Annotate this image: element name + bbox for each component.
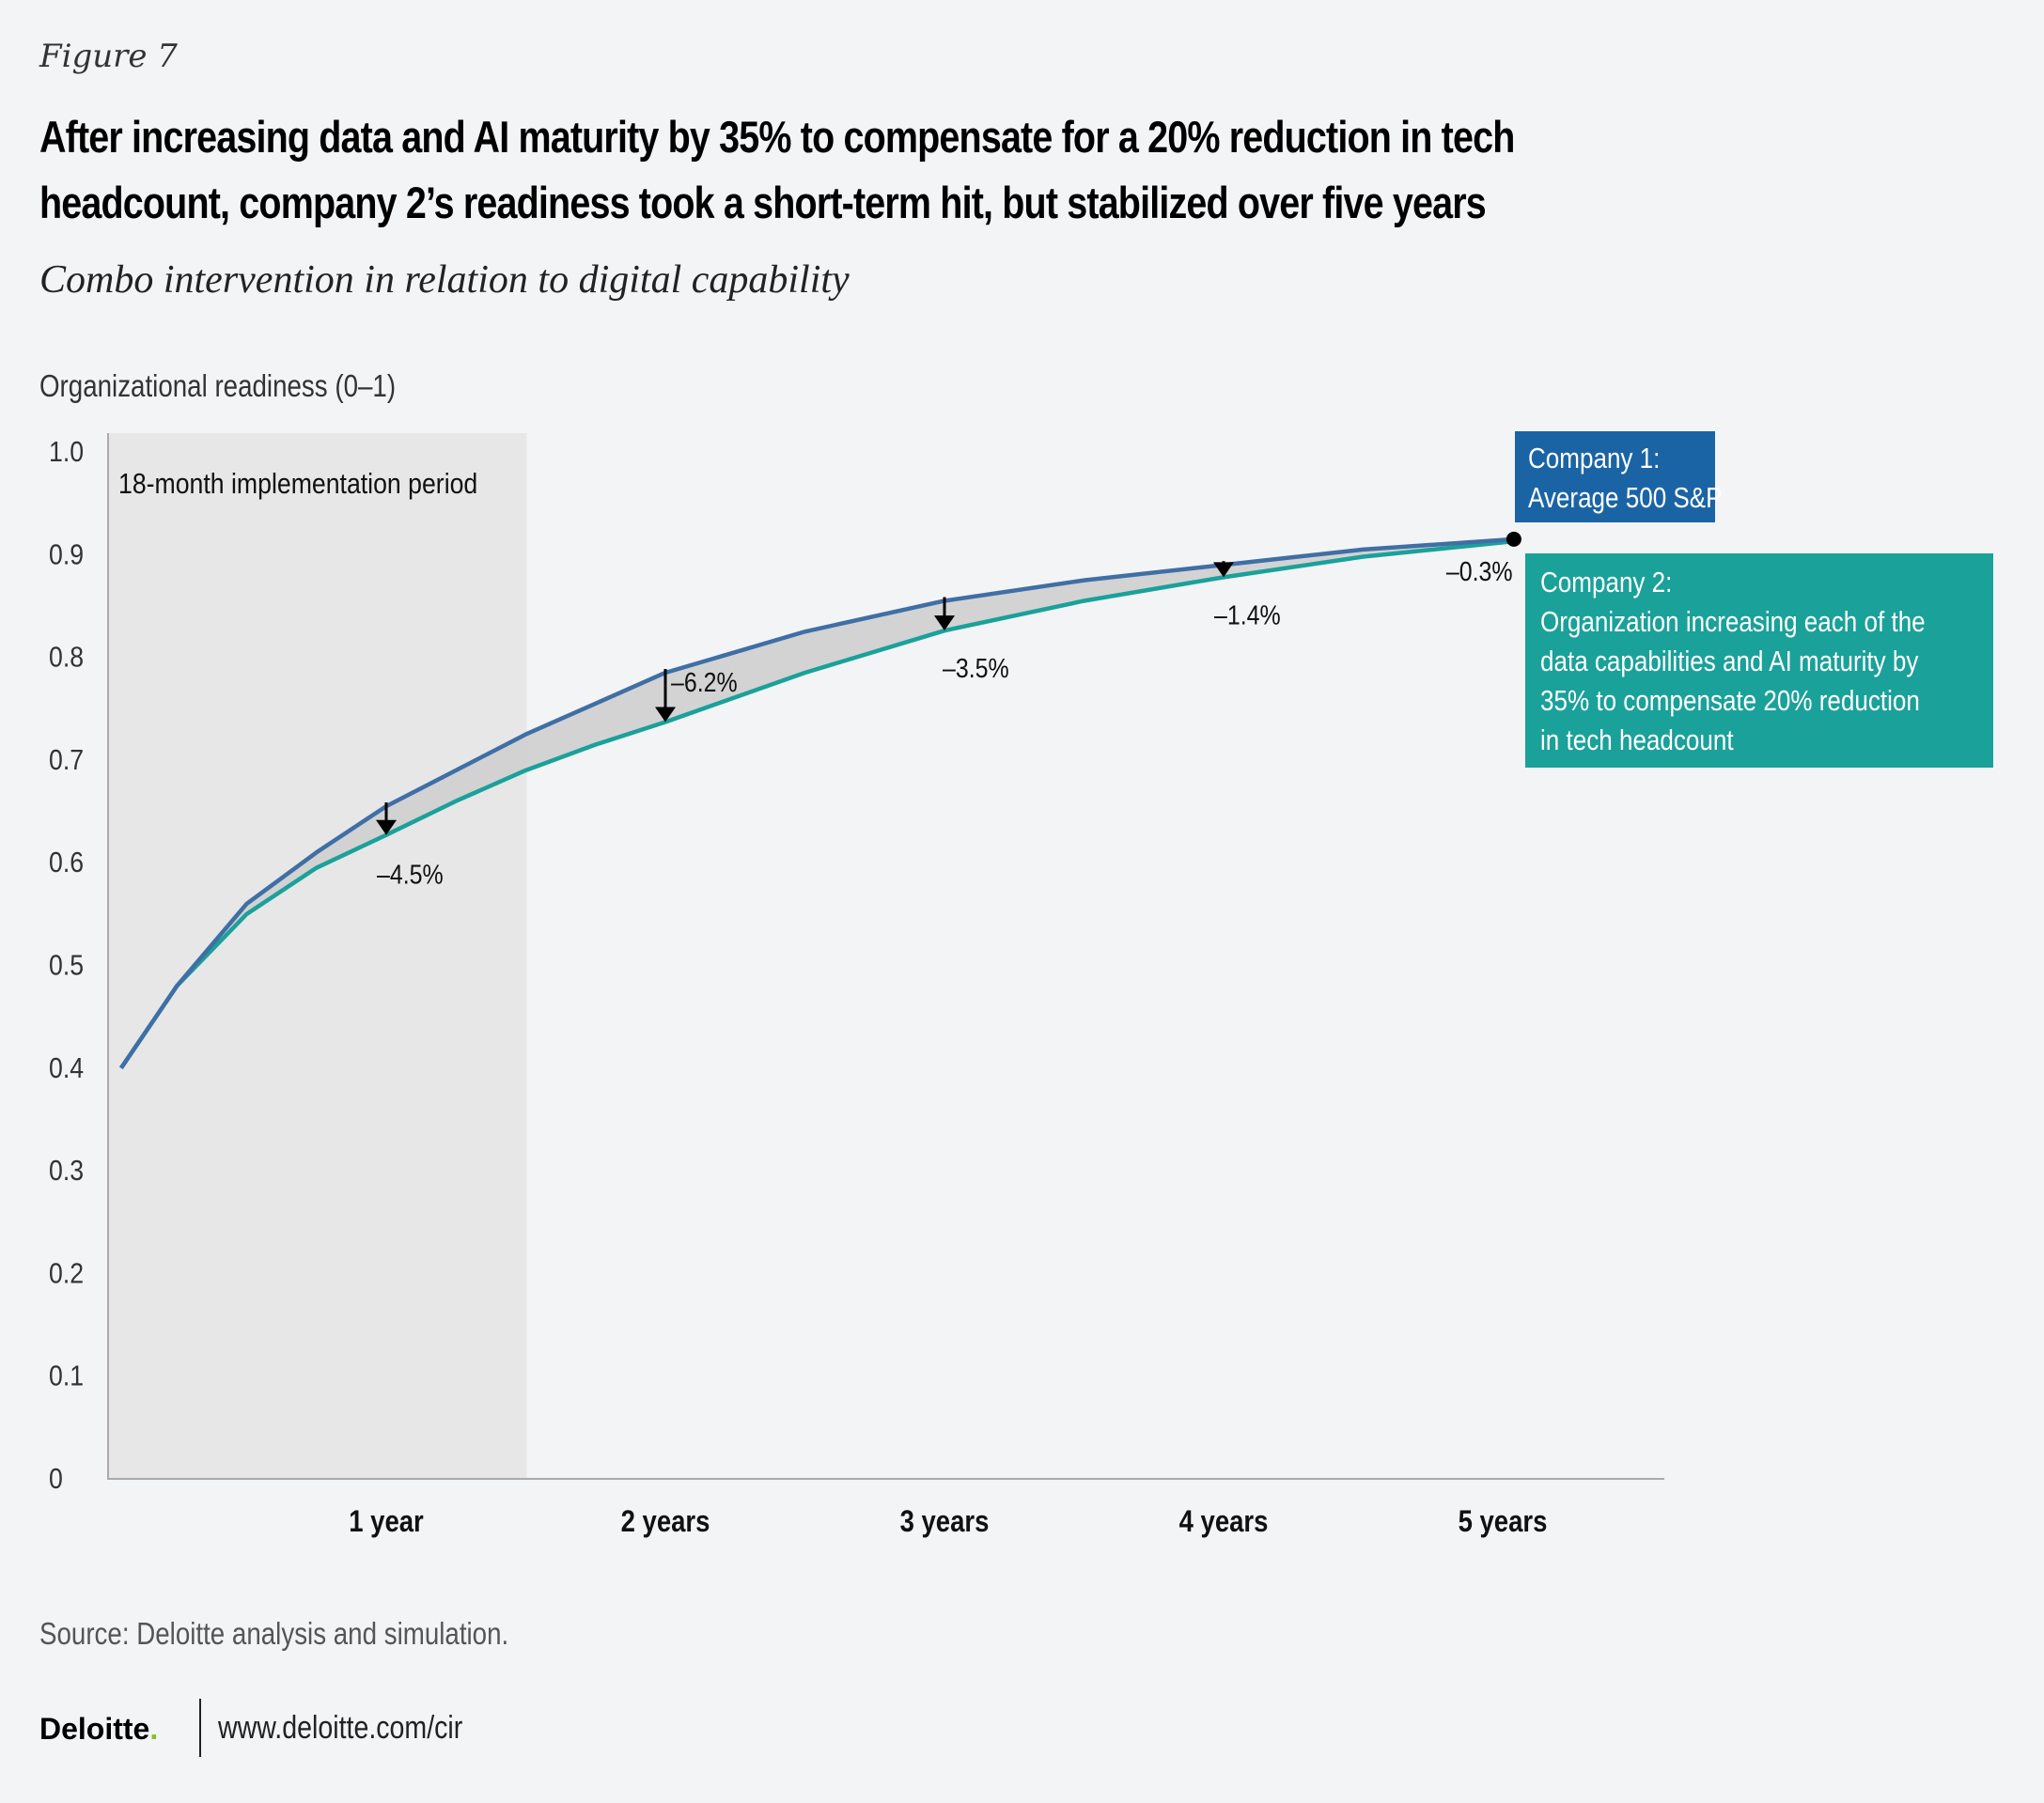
legend-company-2: Company 2: Organization increasing each … xyxy=(1525,553,1993,768)
gap-arrow-head xyxy=(934,615,955,631)
gap-annotation-label: –6.2% xyxy=(671,667,738,697)
y-axis-label: Organizational readiness (0–1) xyxy=(39,368,397,403)
y-tick-label: 0.7 xyxy=(49,744,84,776)
chart-title-line-2: headcount, company 2’s readiness took a … xyxy=(39,178,1487,227)
legend-company-2-line: 35% to compensate 20% reduction xyxy=(1540,684,1920,717)
gap-arrow-head xyxy=(655,707,676,723)
chart-title-line-1: After increasing data and AI maturity by… xyxy=(39,112,1515,162)
y-tick-label: 0.8 xyxy=(49,642,84,674)
company-1-line xyxy=(118,536,1515,1070)
endpoint-dot xyxy=(1506,531,1521,547)
figure-label: Figure 7 xyxy=(39,38,178,75)
legend-company-1-line: Average 500 S&P xyxy=(1528,481,1723,514)
x-tick-label: 1 year xyxy=(349,1505,424,1538)
x-tick-label: 2 years xyxy=(621,1505,710,1538)
deloitte-logo: Deloitte. xyxy=(39,1712,159,1746)
implementation-period-shade xyxy=(108,433,527,1479)
legend-company-2-line: in tech headcount xyxy=(1540,723,1734,756)
y-tick-label: 0.5 xyxy=(49,950,84,982)
x-tick-label: 5 years xyxy=(1459,1505,1548,1538)
legend-company-2-line: Organization increasing each of the xyxy=(1540,605,1926,638)
legend-company-2-line: data capabilities and AI maturity by xyxy=(1540,645,1919,677)
legend-company-1: Company 1: Average 500 S&P xyxy=(1515,431,1723,522)
y-tick-label: 0.1 xyxy=(49,1360,84,1392)
legend-company-2-line: Company 2: xyxy=(1540,566,1673,598)
gap-annotation-label: –1.4% xyxy=(1214,600,1281,630)
y-tick-label: 0.6 xyxy=(49,847,84,878)
gap-arrow-head xyxy=(376,819,397,835)
y-tick-label: 0.3 xyxy=(49,1155,84,1187)
y-tick-label: 0 xyxy=(49,1463,63,1495)
gap-arrow-head xyxy=(1213,562,1234,578)
footer-url-link[interactable]: www.deloitte.com/cir xyxy=(218,1710,463,1746)
y-tick-label: 0.9 xyxy=(49,538,84,570)
gap-annotation-label: –4.5% xyxy=(377,860,444,890)
y-tick-label: 1.0 xyxy=(49,436,84,468)
y-tick-label: 0.2 xyxy=(49,1258,84,1290)
gap-annotation-label: –0.3% xyxy=(1446,556,1513,586)
gap-area xyxy=(120,538,1514,1068)
y-tick-label: 0.4 xyxy=(49,1052,84,1084)
company-2-line xyxy=(118,538,1515,1070)
footer-divider xyxy=(199,1699,201,1757)
legend-company-1-line: Company 1: xyxy=(1528,442,1661,474)
source-note: Source: Deloitte analysis and simulation… xyxy=(39,1616,509,1651)
x-tick-label: 3 years xyxy=(900,1505,990,1538)
x-tick-label: 4 years xyxy=(1179,1505,1269,1538)
chart-subtitle: Combo intervention in relation to digita… xyxy=(39,258,850,302)
gap-annotation-label: –3.5% xyxy=(943,653,1009,683)
implementation-period-label: 18-month implementation period xyxy=(118,468,477,500)
